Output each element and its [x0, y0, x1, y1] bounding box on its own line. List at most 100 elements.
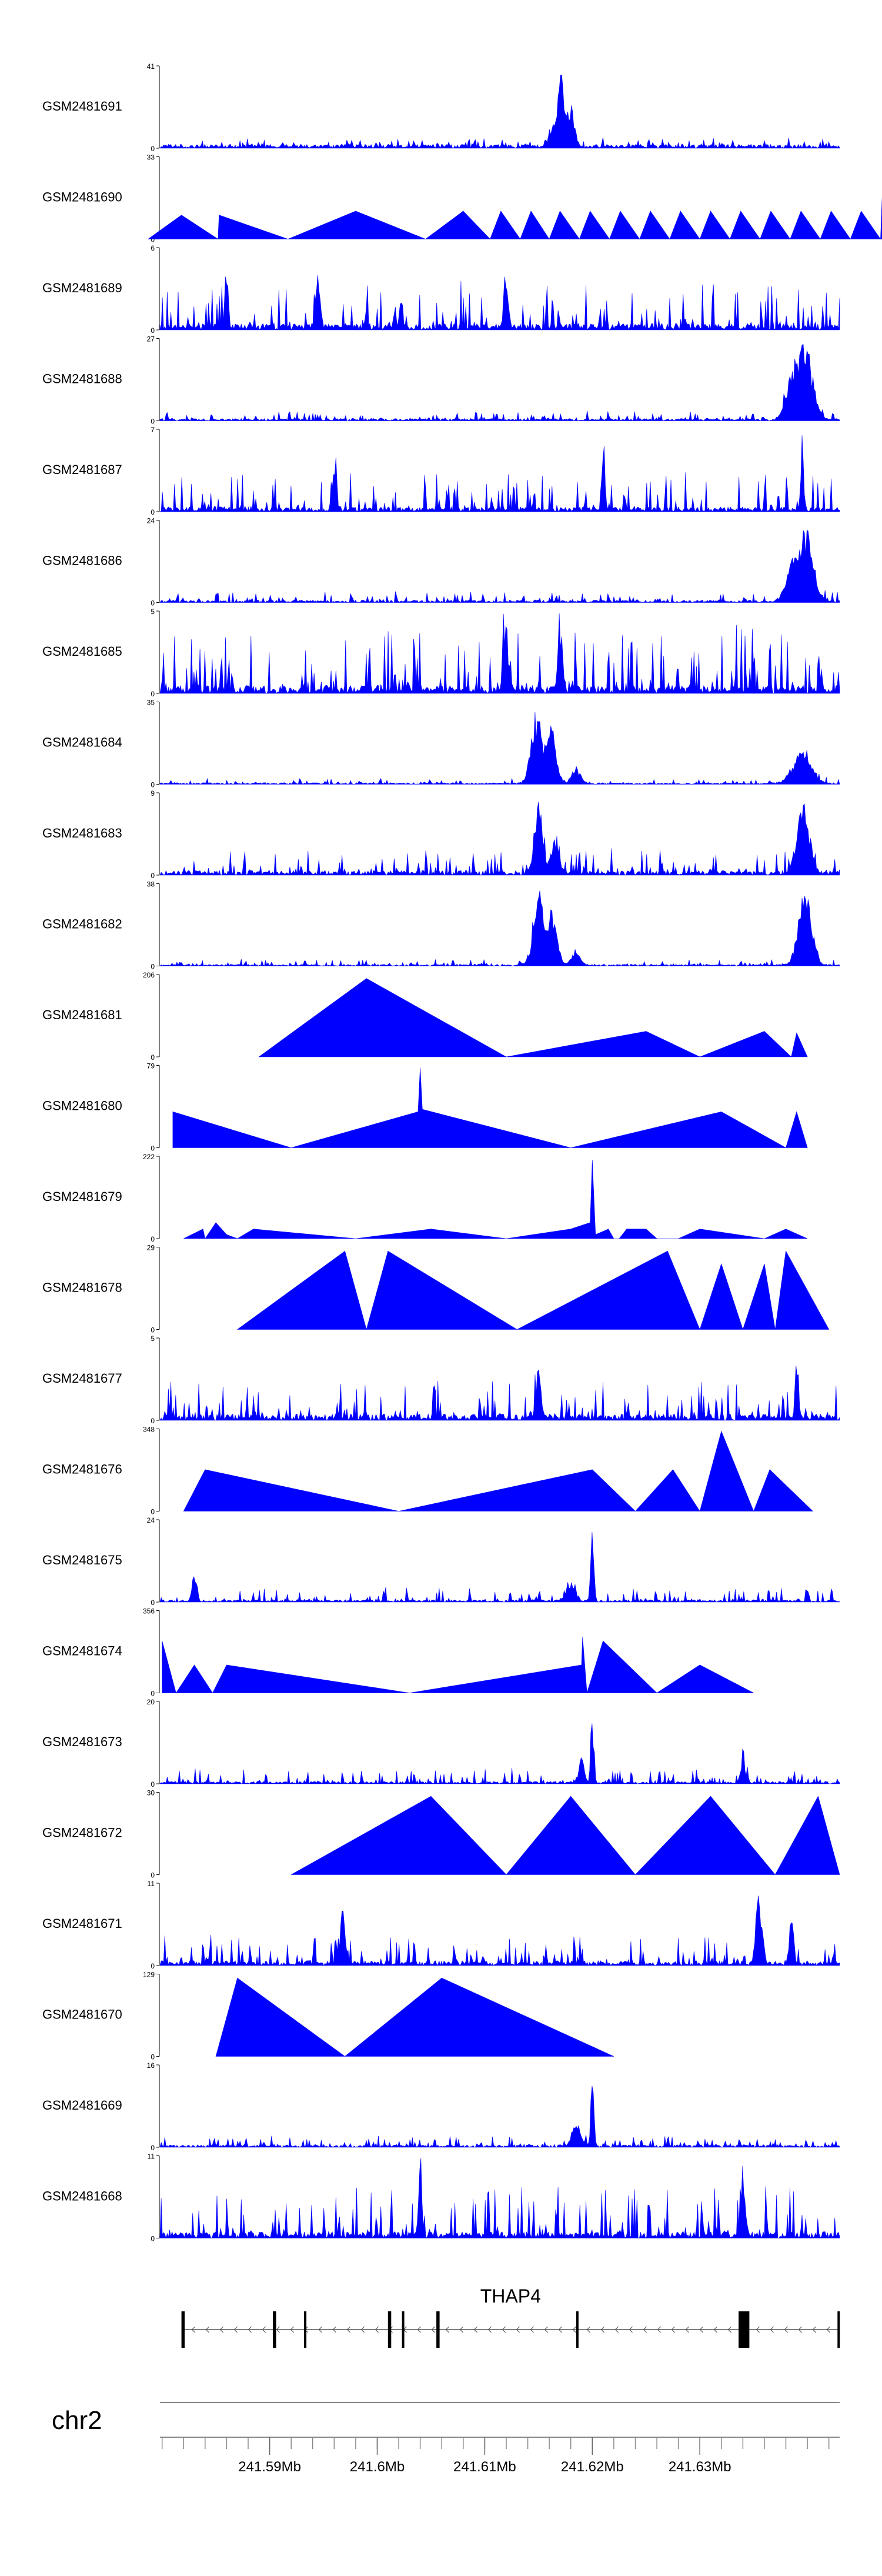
track-label: GSM2481670	[42, 2007, 122, 2022]
strand-arrow	[784, 2326, 789, 2333]
track-label: GSM2481674	[42, 1644, 122, 1659]
y-tick-label: 79	[147, 1062, 155, 1070]
exon-block	[273, 2311, 276, 2348]
track-label: GSM2481684	[42, 735, 122, 750]
track-gsm2481681: GSM2481681 206 0	[42, 971, 808, 1062]
y-tick-label: 0	[151, 1599, 155, 1607]
y-tick-label: 0	[151, 418, 155, 426]
track-label: GSM2481689	[42, 281, 122, 295]
exon-block	[576, 2311, 579, 2348]
strand-arrow	[699, 2326, 704, 2333]
strand-arrow	[516, 2326, 520, 2333]
track-label: GSM2481671	[42, 1916, 122, 1931]
strand-arrow	[614, 2326, 619, 2333]
y-tick-label: 20	[147, 1698, 155, 1706]
strand-arrow	[290, 2326, 295, 2333]
strand-arrow	[713, 2326, 718, 2333]
coverage-area	[183, 1160, 808, 1239]
y-tick-label: 38	[147, 880, 155, 889]
coverage-area	[215, 1977, 614, 2057]
strand-arrow	[191, 2326, 196, 2333]
track-gsm2481688: GSM2481688 27 0	[42, 335, 840, 426]
exon-block	[739, 2311, 750, 2348]
exon-block	[181, 2311, 185, 2348]
y-tick-label: 0	[151, 781, 155, 789]
y-tick-label: 0	[151, 236, 155, 244]
exon-block	[402, 2311, 405, 2348]
strand-arrow	[572, 2326, 577, 2333]
track-label: GSM2481682	[42, 917, 122, 932]
coverage-area	[159, 613, 840, 694]
exon-block	[837, 2311, 840, 2348]
coverage-area	[159, 435, 840, 512]
y-tick-label: 5	[151, 608, 155, 616]
genome-axis-track: chr2 241.59Mb 241.6Mb 241.61Mb 241.62Mb 241.6…	[52, 2402, 840, 2475]
y-tick-label: 24	[147, 1516, 155, 1524]
y-tick-label: 0	[151, 1508, 155, 1516]
track-label: GSM2481677	[42, 1371, 122, 1386]
y-tick-label: 0	[151, 2053, 155, 2061]
y-tick-label: 41	[147, 62, 155, 71]
track-gsm2481679: GSM2481679 222 0	[42, 1153, 808, 1243]
x-tick-label: 241.62Mb	[561, 2459, 624, 2475]
coverage-area	[159, 2086, 840, 2148]
y-tick-label: 29	[147, 1244, 155, 1252]
coverage-area	[159, 1723, 840, 1784]
strand-arrow	[629, 2326, 633, 2333]
track-label: GSM2481672	[42, 1826, 122, 1840]
strand-arrow	[445, 2326, 450, 2333]
strand-arrow	[219, 2326, 224, 2333]
track-gsm2481677: GSM2481677 5 0	[42, 1334, 840, 1425]
coverage-area	[159, 2158, 840, 2239]
y-tick-label: 129	[143, 1971, 155, 1979]
strand-arrow	[318, 2326, 323, 2333]
x-tick-label: 241.59Mb	[238, 2459, 301, 2475]
track-label: GSM2481676	[42, 1462, 122, 1477]
track-label: GSM2481690	[42, 190, 122, 205]
track-label: GSM2481687	[42, 462, 122, 477]
y-tick-label: 206	[143, 971, 155, 979]
y-tick-label: 0	[151, 1690, 155, 1698]
y-tick-label: 11	[148, 1880, 155, 1888]
track-label: GSM2481688	[42, 372, 122, 386]
strand-arrow	[826, 2326, 831, 2333]
coverage-area	[159, 1365, 840, 1421]
y-tick-label: 0	[151, 508, 155, 516]
x-tick-label: 241.61Mb	[453, 2459, 516, 2475]
x-tick-label: 241.6Mb	[350, 2459, 405, 2475]
track-gsm2481691: GSM2481691 41 0	[42, 62, 840, 153]
coverage-area	[258, 978, 808, 1057]
track-gsm2481684: GSM2481684 35 0	[42, 699, 840, 789]
y-tick-label: 6	[151, 244, 155, 252]
track-label: GSM2481675	[42, 1553, 122, 1567]
strand-arrow	[248, 2326, 252, 2333]
y-tick-label: 356	[143, 1607, 155, 1616]
x-tick-label: 241.63Mb	[669, 2459, 731, 2475]
track-gsm2481671: GSM2481671 11 0	[42, 1880, 840, 1970]
track-label: GSM2481673	[42, 1734, 122, 1749]
strand-arrow	[276, 2326, 280, 2333]
track-label: GSM2481681	[42, 1007, 122, 1022]
y-tick-label: 0	[151, 1780, 155, 1788]
y-tick-label: 16	[147, 2061, 155, 2070]
y-tick-label: 348	[143, 1426, 155, 1434]
exon-block	[436, 2311, 440, 2348]
coverage-area	[236, 1250, 830, 1330]
y-tick-label: 0	[151, 690, 155, 698]
strand-arrow	[770, 2326, 774, 2333]
track-gsm2481682: GSM2481682 38 0	[42, 880, 840, 971]
y-tick-label: 27	[147, 335, 155, 343]
coverage-area	[159, 344, 840, 422]
track-label: GSM2481685	[42, 644, 122, 659]
strand-arrow	[360, 2326, 365, 2333]
track-label: GSM2481683	[42, 826, 122, 840]
coverage-area	[159, 712, 840, 785]
strand-arrow	[473, 2326, 478, 2333]
track-label: GSM2481691	[42, 99, 122, 114]
strand-arrow	[756, 2326, 760, 2333]
track-gsm2481689: GSM2481689 6 0	[42, 244, 840, 335]
coverage-area	[147, 196, 882, 240]
strand-arrow	[346, 2326, 351, 2333]
strand-arrow	[332, 2326, 337, 2333]
